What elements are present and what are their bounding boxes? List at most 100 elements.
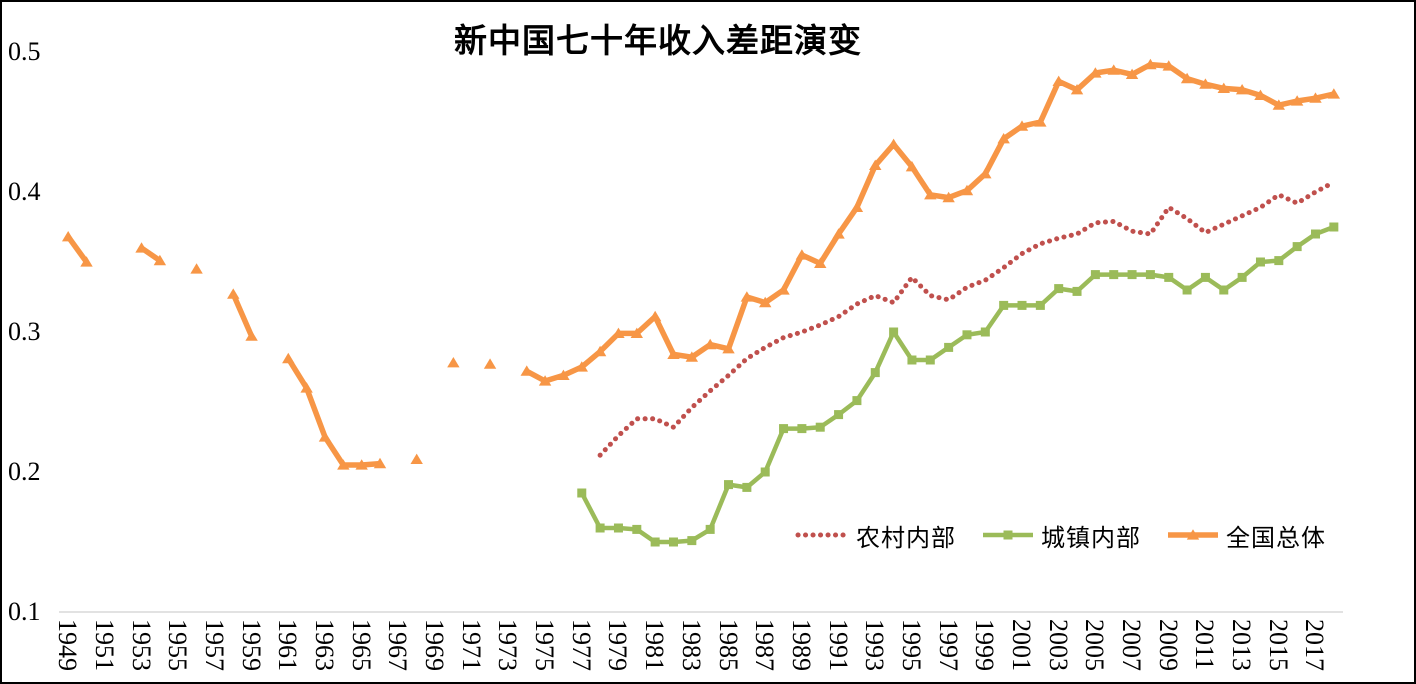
square-marker [1255, 257, 1265, 267]
triangle-marker [593, 345, 607, 357]
square-marker-line-swatch-icon [980, 528, 1036, 542]
series-rural-line [597, 179, 1337, 458]
x-axis-tick-label: 1973 [493, 619, 523, 671]
square-marker [1054, 284, 1064, 294]
legend-swatch-svg [1168, 529, 1218, 540]
series-national-line [65, 61, 1335, 468]
x-axis-tick-label: 2011 [1190, 619, 1220, 671]
triangle-marker [1052, 75, 1065, 86]
square-marker [632, 524, 642, 534]
x-axis-tick-label: 1977 [566, 619, 596, 671]
triangle-marker [1254, 89, 1267, 100]
square-marker [760, 467, 770, 477]
legend-item-rural: 农村内部 [795, 518, 956, 553]
square-marker [613, 523, 623, 533]
square-marker [834, 410, 844, 420]
x-axis-tick-label: 1985 [713, 619, 743, 671]
square-marker [889, 327, 899, 337]
triangle-marker [814, 257, 827, 268]
x-axis-tick-label: 1949 [53, 619, 83, 671]
square-marker [797, 424, 807, 434]
triangle-marker [648, 310, 662, 322]
x-axis-tick-label: 1989 [786, 619, 816, 671]
y-axis-tick-label: 0.3 [8, 317, 41, 346]
series-urban [577, 222, 1339, 547]
dotted-line-swatch-icon [795, 528, 851, 542]
triangle-marker [447, 357, 460, 368]
legend: 农村内部 城镇内部 全国总体 [795, 517, 1326, 553]
triangle-marker [227, 288, 240, 299]
triangle-marker [759, 296, 772, 308]
square-marker [705, 524, 715, 534]
legend-swatch-svg [795, 532, 851, 538]
x-axis-tick-label: 1995 [896, 619, 926, 671]
triangle-marker [777, 284, 790, 295]
triangle-marker [1015, 120, 1029, 131]
square-marker [1145, 270, 1155, 280]
square-marker [999, 300, 1009, 310]
triangle-marker [850, 201, 864, 212]
triangle-marker [795, 249, 809, 260]
triangle-marker [740, 291, 754, 302]
triangle-marker [942, 191, 955, 203]
square-marker [650, 537, 660, 547]
triangle-marker [1107, 64, 1120, 75]
x-axis-tick-label: 2003 [1043, 619, 1073, 671]
triangle-marker [557, 369, 570, 380]
square-marker [668, 537, 678, 547]
triangle-marker [520, 365, 533, 376]
x-axis-tick-label: 1955 [163, 619, 193, 671]
legend-swatch-svg [983, 530, 1033, 540]
triangle-marker [887, 138, 900, 149]
x-axis-tick-label: 1971 [456, 619, 486, 671]
y-axis-tick-label: 0.1 [8, 597, 41, 626]
x-axis-tick-label: 1959 [236, 619, 266, 671]
x-axis-tick-label: 1993 [860, 619, 890, 671]
square-marker [1090, 270, 1100, 280]
triangle-marker [80, 256, 93, 267]
x-axis-tick-label: 2009 [1153, 619, 1183, 671]
x-axis-tick-label: 1997 [933, 619, 963, 671]
x-axis-tick-label: 2007 [1117, 619, 1147, 671]
series-national [61, 58, 1341, 470]
square-marker [1164, 272, 1174, 282]
triangle-marker [282, 352, 295, 364]
x-axis-tick-label: 1969 [420, 619, 450, 671]
triangle-marker [612, 327, 625, 338]
triangle-marker [190, 263, 203, 274]
legend-item-urban: 城镇内部 [980, 518, 1141, 553]
triangle-marker [1235, 84, 1249, 95]
y-axis-tick-label: 0.4 [8, 177, 41, 206]
square-marker [742, 482, 752, 492]
triangle-marker-line-swatch-icon [1165, 528, 1221, 542]
x-axis-tick-label: 1967 [383, 619, 413, 671]
x-axis-tick-label: 2017 [1300, 619, 1330, 671]
triangle-marker [1327, 88, 1341, 99]
x-axis-tick-label: 1987 [750, 619, 780, 671]
square-marker [925, 355, 935, 365]
legend-label-rural: 农村内部 [856, 525, 956, 552]
y-axis-tick-label: 0.2 [8, 457, 41, 486]
triangle-marker [153, 254, 167, 266]
x-axis-tick-label: 1961 [273, 619, 303, 671]
square-marker [1072, 286, 1082, 296]
square-marker [980, 327, 990, 337]
triangle-marker [722, 343, 735, 354]
triangle-marker [1089, 67, 1102, 78]
square-marker [1035, 300, 1045, 310]
square-marker [1017, 300, 1027, 310]
triangle-marker [245, 330, 258, 341]
x-axis-tick-label: 2001 [1007, 619, 1036, 671]
x-axis-tick-label: 1983 [676, 619, 706, 671]
triangle-marker [1309, 92, 1322, 103]
x-axis-tick-label: 1957 [199, 619, 229, 671]
square-marker [687, 536, 697, 546]
square-marker [1292, 242, 1302, 252]
x-axis-tick-label: 2015 [1263, 619, 1293, 671]
square-marker [944, 342, 954, 352]
triangle-marker [1070, 84, 1084, 95]
triangle-marker [1180, 72, 1194, 84]
x-axis-tick-label: 1979 [603, 619, 633, 671]
triangle-marker [979, 168, 992, 179]
